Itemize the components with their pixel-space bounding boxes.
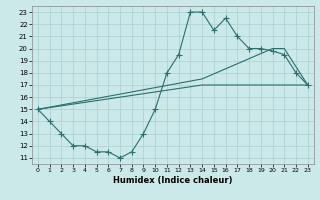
X-axis label: Humidex (Indice chaleur): Humidex (Indice chaleur) bbox=[113, 176, 233, 185]
